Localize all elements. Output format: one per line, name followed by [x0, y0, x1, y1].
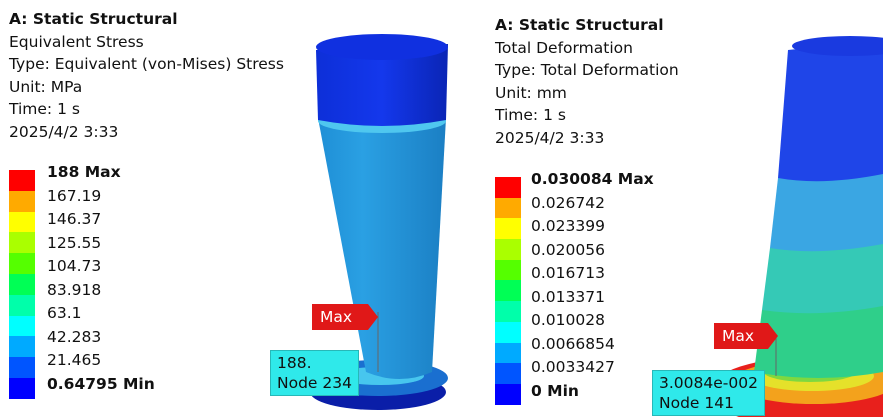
legend-color-scale — [9, 170, 35, 399]
legend-tick-label: 167.19 — [47, 186, 102, 205]
legend-band-3 — [9, 232, 35, 254]
shaft-band-blue — [778, 40, 883, 182]
result-type: Type: Equivalent (von-Mises) Stress — [9, 55, 284, 73]
legend-tick-label: 0.023399 — [531, 217, 605, 235]
deformation-contour-model[interactable] — [478, 0, 883, 417]
legend-color-scale — [495, 177, 521, 405]
cap-top — [792, 36, 883, 56]
legend-tick-label: 0.020056 — [531, 240, 605, 259]
cap — [316, 44, 448, 126]
result-date: 2025/4/2 3:33 — [495, 128, 605, 147]
legend-band-7 — [9, 315, 35, 337]
legend-band-1 — [9, 190, 35, 212]
result-date: 2025/4/2 3:33 — [9, 122, 119, 141]
legend-tick-label: 0.010028 — [531, 311, 605, 329]
legend-band-5 — [9, 273, 35, 295]
legend-band-0 — [495, 177, 521, 198]
result-time: Time: 1 s — [9, 100, 80, 118]
legend-tick-label: 0.0033427 — [531, 358, 615, 376]
probe-node: Node 141 — [659, 394, 734, 412]
shaft-band-teal — [762, 240, 883, 314]
result-header: A: Static Structural Total Deformation T… — [495, 14, 679, 149]
max-probe-flag[interactable]: Max — [312, 303, 380, 335]
legend-band-5 — [495, 280, 521, 302]
result-unit: Unit: mm — [495, 83, 567, 102]
result-time: Time: 1 s — [495, 106, 566, 124]
shaft-band-green — [754, 302, 883, 378]
legend-tick-label: 0.026742 — [531, 193, 605, 212]
legend-min-label: 0 Min — [531, 381, 579, 400]
legend-band-2 — [9, 211, 35, 233]
legend-max-label: 0.030084 Max — [531, 170, 654, 188]
probe-value: 188. — [277, 354, 312, 372]
analysis-title: A: Static Structural — [495, 16, 664, 34]
legend-band-10 — [9, 377, 35, 399]
stress-contour-model[interactable] — [0, 0, 470, 417]
legend-band-3 — [495, 239, 521, 260]
legend-band-4 — [495, 259, 521, 281]
probe-value: 3.0084e-002 — [659, 374, 758, 392]
result-name: Equivalent Stress — [9, 32, 144, 51]
analysis-title: A: Static Structural — [9, 10, 178, 28]
legend-band-9 — [9, 357, 35, 378]
legend-band-8 — [9, 336, 35, 358]
legend-tick-label: 0.013371 — [531, 287, 605, 306]
legend-tick-label: 63.1 — [47, 304, 82, 322]
shaft — [318, 118, 446, 379]
legend-band-7 — [495, 321, 521, 343]
legend-min-label: 0.64795 Min — [47, 374, 155, 393]
legend-tick-label: 0.016713 — [531, 264, 605, 282]
flag-shape — [312, 304, 378, 330]
legend-band-2 — [495, 218, 521, 240]
max-probe-flag[interactable]: Max — [714, 322, 782, 354]
max-probe-readout[interactable]: 3.0084e-002 Node 141 — [652, 370, 765, 416]
legend-max-label: 188 Max — [47, 163, 121, 181]
legend-tick-label: 21.465 — [47, 351, 102, 369]
flag-label: Max — [320, 308, 353, 326]
flag-shape — [714, 323, 778, 349]
probe-node: Node 234 — [277, 374, 352, 392]
legend-band-8 — [495, 342, 521, 364]
legend-band-6 — [9, 294, 35, 316]
result-unit: Unit: MPa — [9, 77, 83, 96]
legend-band-9 — [495, 363, 521, 384]
legend-tick-label: 83.918 — [47, 280, 102, 299]
result-type: Type: Total Deformation — [495, 61, 679, 79]
equivalent-stress-panel: A: Static Structural Equivalent Stress T… — [0, 0, 470, 417]
legend-tick-label: 42.283 — [47, 327, 102, 346]
legend-band-6 — [495, 301, 521, 322]
flag-label: Max — [722, 327, 755, 345]
legend-tick-label: 125.55 — [47, 233, 102, 252]
legend-tick-label: 104.73 — [47, 257, 102, 275]
cap-top — [316, 34, 448, 60]
legend-tick-label: 0.0066854 — [531, 334, 615, 353]
shaft-band-lightblue — [770, 170, 883, 252]
legend-band-10 — [495, 383, 521, 405]
result-header: A: Static Structural Equivalent Stress T… — [9, 8, 284, 143]
legend-band-0 — [9, 170, 35, 191]
legend-band-4 — [9, 253, 35, 274]
max-probe-readout[interactable]: 188. Node 234 — [270, 350, 359, 396]
total-deformation-panel: A: Static Structural Total Deformation T… — [478, 0, 883, 417]
result-name: Total Deformation — [495, 38, 633, 57]
legend-band-1 — [495, 197, 521, 219]
legend-tick-label: 146.37 — [47, 210, 102, 228]
